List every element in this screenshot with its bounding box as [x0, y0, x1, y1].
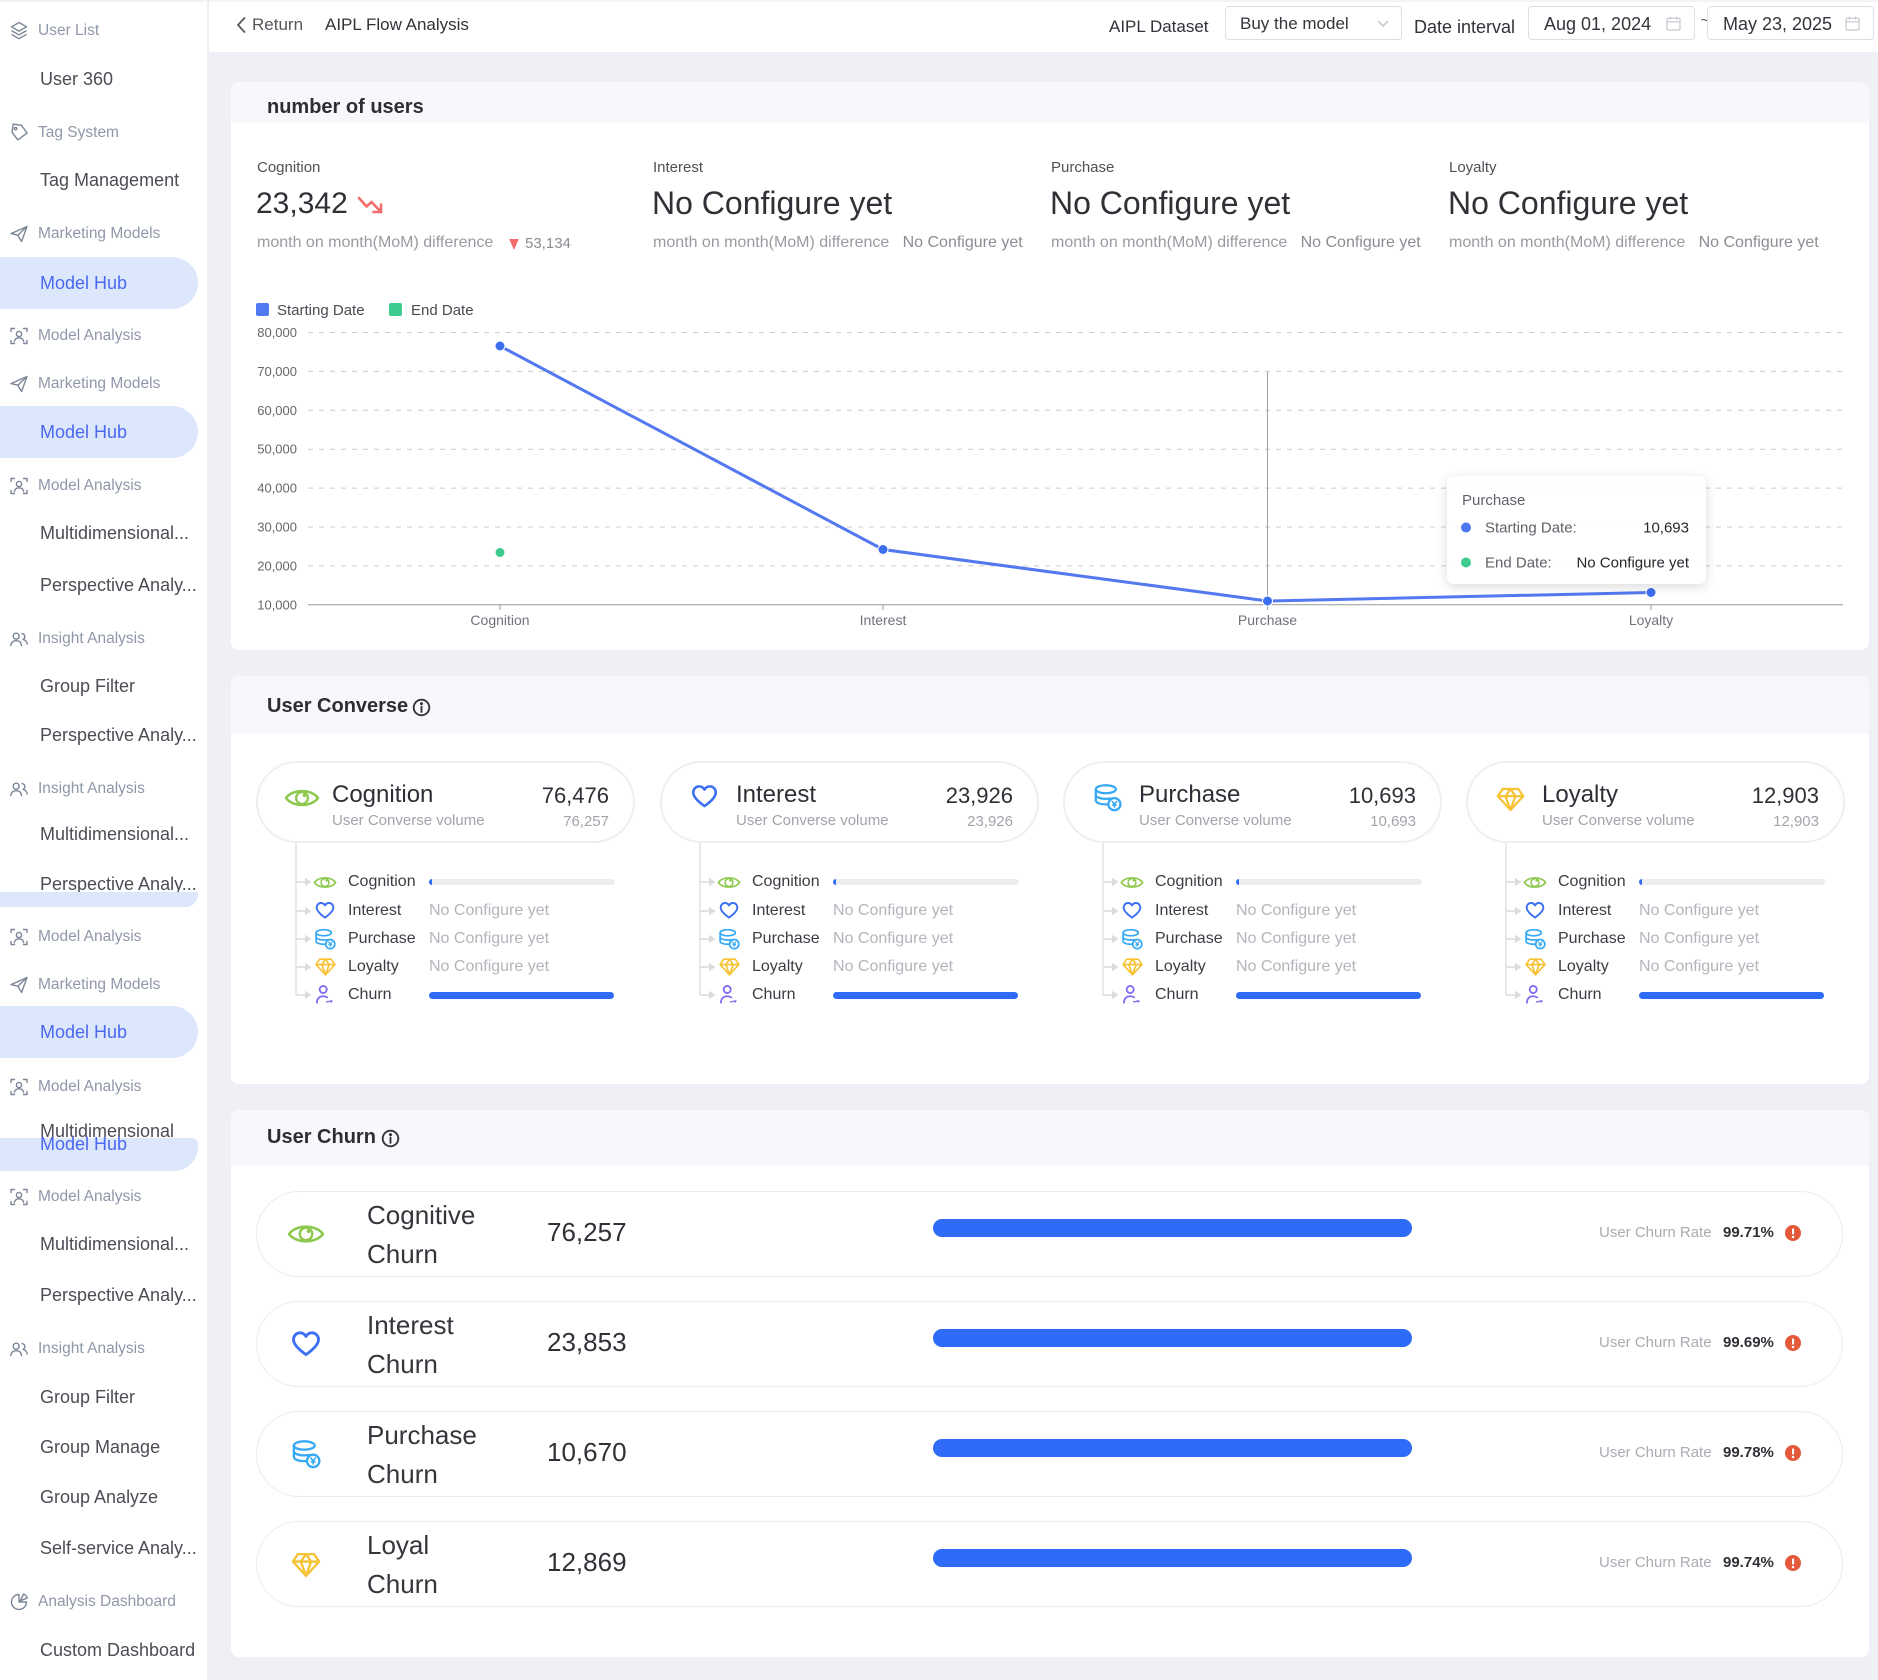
svg-text:Starting Date:: Starting Date: — [1485, 520, 1577, 537]
svg-text:Starting Date: Starting Date — [277, 302, 365, 319]
svg-text:10,693: 10,693 — [1643, 520, 1689, 537]
svg-text:40,000: 40,000 — [257, 481, 297, 496]
svg-text:Interest: Interest — [860, 612, 907, 628]
svg-text:Cognition: Cognition — [470, 612, 529, 628]
svg-text:Loyalty: Loyalty — [1629, 612, 1673, 628]
svg-text:30,000: 30,000 — [257, 520, 297, 535]
svg-text:End Date:: End Date: — [1485, 555, 1552, 572]
svg-text:10,000: 10,000 — [257, 597, 297, 612]
svg-text:50,000: 50,000 — [257, 442, 297, 457]
svg-text:70,000: 70,000 — [257, 364, 297, 379]
svg-text:End Date: End Date — [411, 302, 474, 319]
svg-text:Purchase: Purchase — [1238, 612, 1297, 628]
svg-text:Purchase: Purchase — [1462, 492, 1525, 509]
svg-text:60,000: 60,000 — [257, 403, 297, 418]
svg-text:No Configure yet: No Configure yet — [1576, 555, 1689, 572]
svg-text:20,000: 20,000 — [257, 558, 297, 573]
svg-text:80,000: 80,000 — [257, 325, 297, 340]
